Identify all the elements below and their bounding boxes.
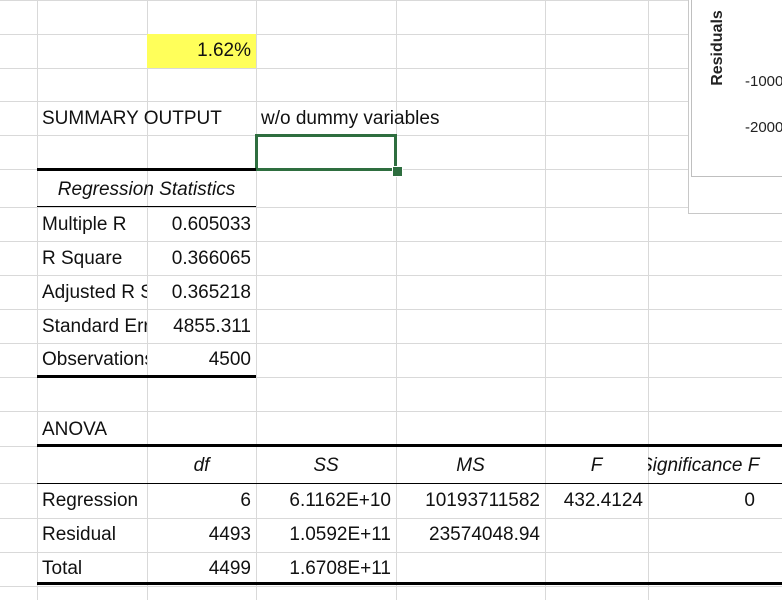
active-cell-selection[interactable] xyxy=(255,134,397,171)
anova-row-label-total[interactable]: Total xyxy=(42,558,83,579)
summary-output-title[interactable]: SUMMARY OUTPUT xyxy=(42,108,222,129)
stat-value-adjusted-r-square[interactable]: 0.365218 xyxy=(171,282,251,303)
percent-value-cell[interactable]: 1.62% xyxy=(197,40,251,61)
anova-regression-df[interactable]: 6 xyxy=(240,490,251,511)
stat-value-observations[interactable]: 4500 xyxy=(208,349,251,370)
anova-regression-ss[interactable]: 6.1162E+10 xyxy=(289,490,391,511)
stat-label-standard-error[interactable]: Standard Error xyxy=(42,316,147,337)
stat-value-multiple-r[interactable]: 0.605033 xyxy=(171,214,251,235)
anova-header-ss[interactable]: SS xyxy=(313,455,339,476)
anova-regression-significance-f[interactable]: 0 xyxy=(744,490,755,511)
anova-residual-ss[interactable]: 1.0592E+11 xyxy=(289,524,391,545)
stat-value-r-square[interactable]: 0.366065 xyxy=(171,248,251,269)
stat-value-standard-error[interactable]: 4855.311 xyxy=(173,316,251,337)
anova-row-label-regression[interactable]: Regression xyxy=(42,490,139,511)
model-note-cell[interactable]: w/o dummy variables xyxy=(261,108,440,129)
chart-tick-label: -1000 xyxy=(745,73,782,90)
chart-tick-label: -2000 xyxy=(745,119,782,136)
stat-label-observations[interactable]: Observations xyxy=(42,349,147,370)
fill-handle[interactable] xyxy=(392,166,403,177)
anova-regression-f[interactable]: 432.4124 xyxy=(563,490,643,511)
residual-chart-panel[interactable] xyxy=(688,0,782,214)
anova-regression-ms[interactable]: 10193711582 xyxy=(425,490,540,511)
chart-plot-area xyxy=(691,0,782,177)
anova-total-df[interactable]: 4499 xyxy=(208,558,251,579)
anova-row-label-residual[interactable]: Residual xyxy=(42,524,116,545)
anova-residual-ms[interactable]: 23574048.94 xyxy=(429,524,540,545)
stat-label-adjusted-r-square[interactable]: Adjusted R Square xyxy=(42,282,147,303)
anova-header-ms[interactable]: MS xyxy=(456,455,485,476)
anova-total-ss[interactable]: 1.6708E+11 xyxy=(289,558,391,579)
anova-header-significance-f[interactable]: Significance F xyxy=(648,455,760,476)
anova-header-df[interactable]: df xyxy=(193,455,210,476)
anova-title[interactable]: ANOVA xyxy=(42,419,108,440)
anova-residual-df[interactable]: 4493 xyxy=(208,524,251,545)
stat-label-multiple-r[interactable]: Multiple R xyxy=(42,214,127,235)
chart-axis-title: Residuals xyxy=(709,10,726,86)
anova-header-f[interactable]: F xyxy=(590,455,603,476)
stat-label-r-square[interactable]: R Square xyxy=(42,248,123,269)
regression-statistics-header[interactable]: Regression Statistics xyxy=(57,179,236,200)
highlighted-cell[interactable] xyxy=(147,34,256,68)
